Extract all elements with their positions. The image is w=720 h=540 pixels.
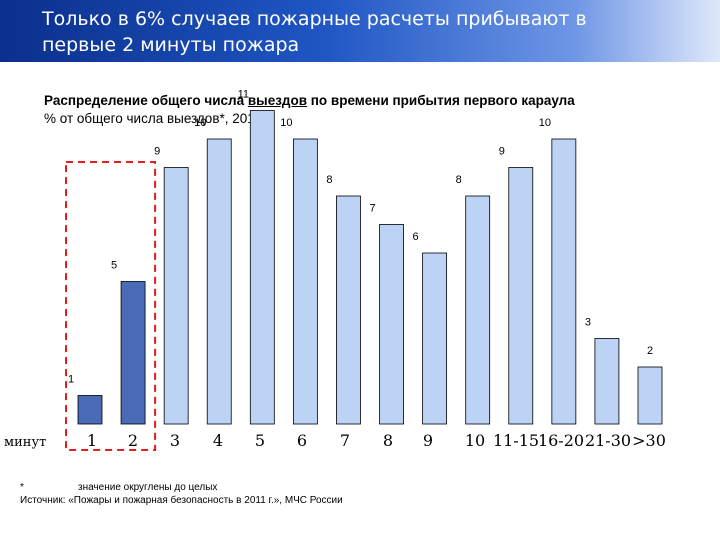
tick-label-3: 3	[170, 431, 180, 450]
chart-title-underlined: выездов	[247, 93, 308, 108]
bar-11-15	[508, 167, 534, 425]
data-label-7: 8	[326, 174, 332, 186]
slide-title-line-1: Только в 6% случаев пожарные расчеты при…	[42, 8, 587, 30]
slide-title: Только в 6% случаев пожарные расчеты при…	[42, 6, 682, 58]
chart-title-start: Распределение общего числа	[44, 93, 248, 108]
chart-subtitle: % от общего числа выездов*, 2011г.	[44, 111, 269, 126]
footnote-rounding-text: значение округлены до целых	[78, 482, 218, 493]
bar-8	[379, 224, 404, 425]
tick-label-1: 1	[87, 431, 97, 450]
tick-label-16-20: 16-20	[538, 431, 584, 450]
bar-16-20	[551, 138, 577, 425]
bar-7	[336, 195, 361, 425]
footnote-star: *	[20, 482, 24, 493]
chart-title-end: по времени прибытия первого караула	[307, 93, 575, 108]
data-label-2: 5	[111, 260, 117, 272]
x-axis-label: минут	[4, 435, 46, 450]
tick-label-11-15: 11-15	[493, 431, 539, 450]
highlight-box	[65, 161, 157, 451]
bar-6	[292, 138, 318, 425]
data-label-6: 10	[280, 117, 292, 129]
tick-label-9: 9	[423, 431, 433, 450]
bar-5	[249, 110, 275, 425]
slide-title-line-2: первые 2 минуты пожара	[42, 34, 300, 56]
data-label-21-30: 3	[585, 317, 591, 329]
bar->30	[637, 366, 663, 425]
data-label-9: 6	[413, 231, 419, 243]
tick-label-6: 6	[297, 431, 307, 450]
data-label-5: 11	[238, 89, 249, 101]
chart-title: Распределение общего числа выездов по вр…	[44, 93, 704, 108]
tick-label->30: >30	[632, 431, 666, 450]
data-label-10: 8	[456, 174, 462, 186]
bar-1	[77, 395, 103, 425]
tick-label-4: 4	[213, 431, 223, 450]
data-label->30: 2	[647, 345, 653, 357]
tick-label-7: 7	[340, 431, 350, 450]
footnote-rounding: * значение округлены до целых	[20, 482, 217, 493]
title-banner: Только в 6% случаев пожарные расчеты при…	[0, 0, 720, 62]
data-label-1: 1	[68, 374, 74, 386]
tick-label-10: 10	[465, 431, 485, 450]
tick-label-8: 8	[383, 431, 393, 450]
data-label-8: 7	[369, 203, 375, 215]
bar-9	[422, 252, 448, 425]
data-label-3: 9	[154, 146, 160, 158]
footnote-source: Источник: «Пожары и пожарная безопасност…	[20, 495, 343, 506]
data-label-4: 10	[194, 117, 206, 129]
bar-3	[163, 167, 189, 425]
bar-2	[120, 281, 146, 425]
bar-4	[206, 138, 232, 425]
tick-label-5: 5	[255, 431, 265, 450]
tick-label-2: 2	[128, 431, 138, 450]
bar-21-30	[594, 338, 620, 425]
data-label-11-15: 9	[499, 146, 505, 158]
bar-10	[465, 195, 491, 425]
data-label-16-20: 10	[539, 117, 551, 129]
tick-label-21-30: 21-30	[585, 431, 631, 450]
